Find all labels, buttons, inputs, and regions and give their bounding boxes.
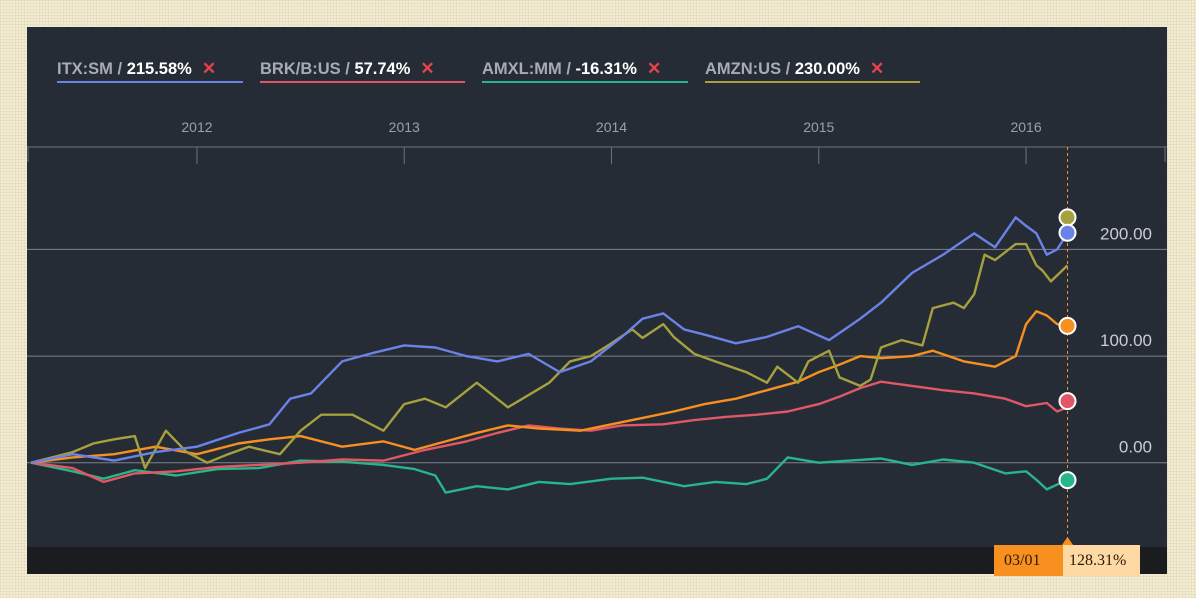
legend-item-amzn-us[interactable]: AMZN:US / 230.00% ✕	[705, 59, 920, 83]
legend-series-value: 57.74%	[354, 60, 411, 78]
cursor-value: 128.31%	[1063, 545, 1140, 576]
legend-color-underline	[57, 80, 243, 83]
timeline-scrollbar[interactable]	[27, 547, 1167, 574]
remove-series-close-icon[interactable]: ✕	[869, 59, 885, 78]
line-chart[interactable]: 2012 2013 2014 2015 2016 200.00 100.00 0.00	[27, 27, 1167, 574]
cursor-date: 03/01	[1004, 552, 1041, 569]
end-marker	[1058, 316, 1077, 335]
legend-series-name: AMZN:US	[705, 60, 782, 78]
chart-panel: ITX:SM / 215.58% ✕ BRK/B:US / 57.74% ✕ AMXL:…	[27, 27, 1167, 576]
x-tick-label: 2015	[803, 119, 834, 135]
end-marker	[1058, 223, 1077, 242]
legend-series-value: 230.00%	[794, 60, 860, 78]
legend-item-itx-sm[interactable]: ITX:SM / 215.58% ✕	[57, 59, 243, 83]
legend-color-underline	[482, 80, 688, 83]
remove-series-close-icon[interactable]: ✕	[201, 59, 217, 78]
cursor-readout: 03/01 128.31%	[994, 545, 1140, 576]
end-marker	[1058, 471, 1077, 490]
legend-item-amxl-mm[interactable]: AMXL:MM / -16.31% ✕	[482, 59, 688, 83]
legend-color-underline	[260, 80, 465, 83]
y-tick-label: 200.00	[1100, 224, 1152, 243]
series-line-brk-b-us	[30, 380, 1068, 484]
legend-separator: /	[561, 60, 576, 78]
series-line-cursor	[30, 310, 1068, 464]
series-line-amzn-us	[30, 242, 1069, 470]
cursor-pointer	[1060, 537, 1075, 547]
series-line-amxl-mm	[30, 456, 1069, 494]
series-line-itx-sm	[30, 216, 1069, 464]
legend-series-value: -16.31%	[575, 60, 637, 78]
y-tick-label: 100.00	[1100, 331, 1152, 350]
legend-item-brk-b-us[interactable]: BRK/B:US / 57.74% ✕	[260, 59, 465, 83]
legend-color-underline	[705, 80, 920, 83]
end-marker	[1058, 392, 1077, 411]
legend-series-name: BRK/B:US	[260, 60, 341, 78]
x-tick-label: 2013	[389, 119, 420, 135]
legend-series-value: 215.58%	[126, 60, 192, 78]
legend-series-name: ITX:SM	[57, 60, 113, 78]
legend-separator: /	[112, 60, 127, 78]
remove-series-close-icon[interactable]: ✕	[646, 59, 662, 78]
y-tick-label: 0.00	[1119, 438, 1152, 457]
legend-series-name: AMXL:MM	[482, 60, 562, 78]
legend-separator: /	[781, 60, 795, 78]
x-tick-label: 2012	[181, 119, 212, 135]
end-marker	[1058, 208, 1077, 227]
legend-separator: /	[340, 60, 355, 78]
remove-series-close-icon[interactable]: ✕	[420, 59, 435, 78]
x-tick-label: 2016	[1010, 119, 1041, 135]
x-tick-label: 2014	[596, 119, 627, 135]
